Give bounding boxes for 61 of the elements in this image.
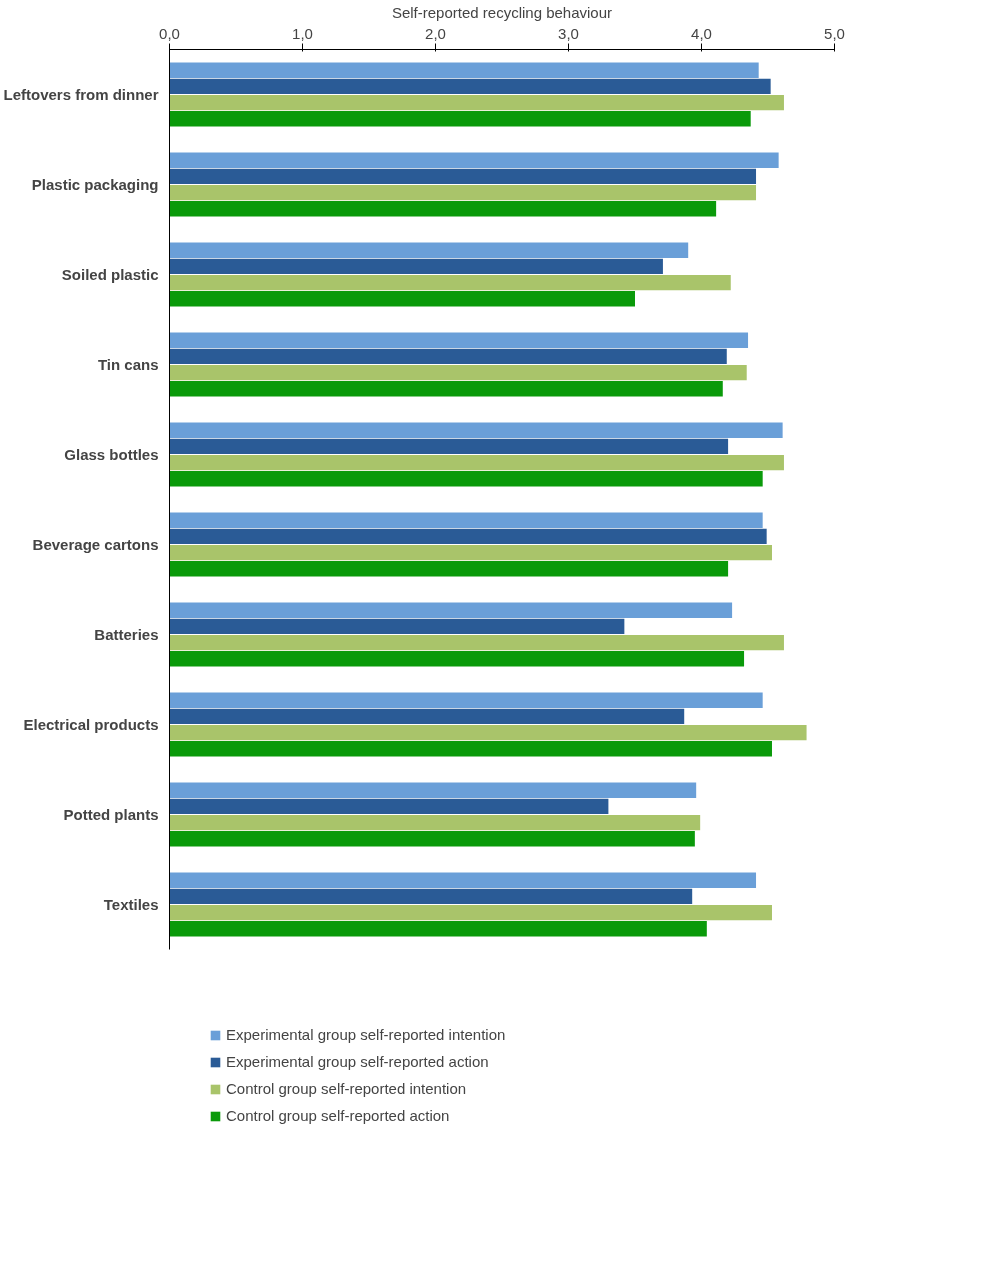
- bar: [169, 904, 772, 921]
- bar: [169, 544, 772, 561]
- legend-label: Control group self-reported intention: [226, 1080, 467, 1097]
- y-tick-label: Electrical products: [23, 716, 159, 733]
- bar: [169, 364, 747, 381]
- bar: [169, 274, 731, 291]
- legend-label: Experimental group self-reported intention: [226, 1026, 506, 1043]
- bar: [169, 454, 784, 471]
- bar: [169, 634, 784, 651]
- y-tick-label: Soiled plastic: [61, 266, 159, 283]
- bar: [169, 62, 759, 78]
- bar: [169, 438, 729, 455]
- x-tick-label: 4,0: [691, 24, 712, 42]
- bar: [169, 888, 693, 905]
- bar: [169, 814, 701, 831]
- bar: [169, 782, 697, 798]
- y-tick-label: Potted plants: [63, 806, 159, 823]
- y-tick-label: Tin cans: [97, 356, 159, 373]
- bar: [169, 724, 807, 741]
- bar: [169, 348, 727, 365]
- bar: [169, 258, 663, 275]
- bar: [169, 921, 707, 937]
- bar: [169, 528, 767, 545]
- bar: [169, 692, 763, 708]
- bar: [169, 471, 763, 487]
- x-tick-label: 2,0: [425, 24, 446, 42]
- bar: [169, 422, 783, 438]
- bar: [169, 152, 779, 168]
- bar: [169, 168, 757, 185]
- bar: [169, 201, 717, 217]
- bar: [169, 78, 771, 95]
- y-tick-label: Textiles: [103, 896, 159, 913]
- x-tick-label: 0,0: [159, 24, 180, 42]
- bar: [169, 872, 757, 888]
- bar: [169, 651, 745, 667]
- legend-label: Control group self-reported action: [226, 1107, 450, 1124]
- bar: [169, 94, 784, 111]
- y-tick-label: Beverage cartons: [32, 536, 159, 553]
- bar: [169, 111, 751, 127]
- bar: [169, 741, 772, 757]
- bar: [169, 561, 729, 577]
- bar: [169, 618, 625, 635]
- bar: [169, 291, 635, 307]
- y-tick-label: Batteries: [94, 626, 159, 643]
- bar: [169, 831, 695, 847]
- bar: [169, 381, 723, 397]
- bar: [169, 332, 749, 348]
- bar: [169, 708, 685, 725]
- bar: [169, 512, 763, 528]
- legend-label: Experimental group self-reported action: [226, 1053, 489, 1070]
- x-axis-title: Self-reported recycling behaviour: [391, 3, 613, 21]
- bar: [169, 184, 757, 201]
- y-tick-label: Glass bottles: [64, 446, 159, 463]
- x-tick-label: 5,0: [824, 24, 845, 42]
- bar: [169, 798, 609, 815]
- bar: [169, 602, 733, 618]
- y-tick-label: Plastic packaging: [31, 176, 159, 193]
- y-tick-label: Leftovers from dinner: [3, 86, 159, 103]
- x-tick-label: 3,0: [558, 24, 579, 42]
- x-tick-label: 1,0: [292, 24, 313, 42]
- bar: [169, 242, 689, 258]
